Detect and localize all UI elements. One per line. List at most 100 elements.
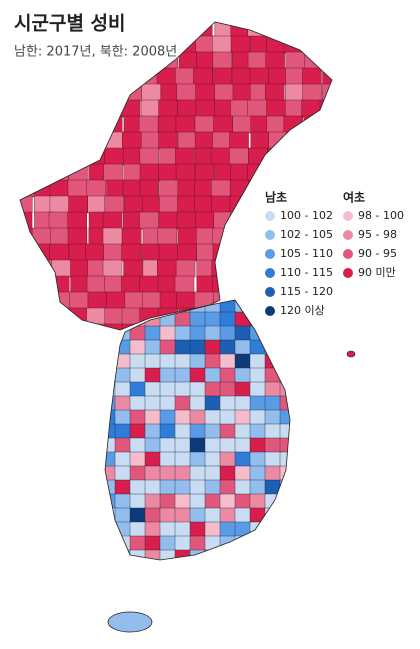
district — [229, 243, 249, 262]
district — [20, 243, 34, 262]
district — [339, 100, 358, 117]
district — [229, 131, 249, 150]
district — [264, 451, 282, 468]
district — [114, 493, 132, 510]
district — [129, 493, 147, 510]
district — [70, 275, 90, 294]
district — [139, 211, 159, 230]
district — [144, 535, 162, 552]
district — [264, 409, 282, 426]
district — [267, 22, 287, 38]
district — [144, 339, 162, 356]
district — [49, 195, 70, 214]
district — [114, 339, 132, 356]
district — [304, 22, 325, 38]
district — [302, 163, 322, 182]
legend-swatch — [265, 306, 275, 316]
district — [174, 367, 192, 384]
district — [175, 163, 196, 182]
district — [70, 259, 90, 278]
district — [20, 275, 33, 294]
district — [105, 395, 117, 412]
district — [279, 423, 290, 440]
district — [264, 367, 282, 384]
district — [194, 115, 215, 134]
district — [86, 307, 106, 326]
district — [159, 437, 177, 454]
district — [189, 381, 207, 398]
district — [219, 465, 237, 482]
district — [20, 147, 34, 166]
district — [220, 564, 236, 579]
district — [341, 276, 360, 293]
district — [20, 131, 33, 150]
district — [67, 99, 87, 118]
district — [204, 381, 222, 398]
district — [86, 179, 106, 198]
district — [51, 115, 71, 134]
district — [234, 451, 252, 468]
district — [157, 22, 177, 38]
district — [189, 339, 207, 356]
district — [103, 323, 124, 330]
district — [249, 507, 267, 524]
district — [158, 99, 178, 118]
district — [69, 291, 89, 310]
district — [114, 521, 132, 538]
district — [194, 131, 215, 150]
district — [31, 227, 52, 246]
district — [234, 367, 252, 384]
district — [144, 437, 162, 454]
district — [249, 479, 267, 496]
district — [264, 381, 282, 398]
district — [247, 163, 267, 182]
district — [285, 67, 305, 86]
district — [174, 353, 192, 370]
district — [286, 131, 306, 150]
district — [234, 423, 252, 440]
district — [49, 67, 69, 86]
district — [189, 465, 207, 482]
district — [204, 535, 222, 552]
district — [159, 367, 177, 384]
district — [190, 564, 206, 579]
district — [250, 35, 270, 54]
district — [144, 353, 162, 370]
district — [249, 437, 267, 454]
district — [230, 211, 250, 230]
district — [204, 493, 222, 510]
district — [102, 227, 123, 246]
district — [219, 507, 237, 524]
district — [141, 131, 161, 150]
district — [250, 131, 270, 150]
district — [177, 227, 198, 246]
district — [144, 479, 162, 496]
district — [247, 51, 268, 70]
district — [229, 147, 249, 166]
legend-label: 115 - 120 — [280, 285, 333, 298]
district — [322, 163, 332, 182]
district — [279, 367, 290, 384]
district — [230, 163, 250, 182]
district — [144, 493, 162, 510]
district — [175, 115, 196, 134]
district — [159, 423, 177, 440]
district — [264, 423, 282, 440]
district — [121, 243, 141, 262]
district — [114, 437, 132, 454]
district — [247, 275, 267, 294]
district — [301, 131, 321, 150]
district — [234, 409, 252, 426]
district — [105, 521, 117, 538]
district — [321, 179, 332, 198]
district — [189, 311, 207, 328]
district — [157, 227, 178, 246]
district — [49, 163, 69, 182]
district — [144, 395, 162, 412]
district — [114, 395, 132, 412]
district — [20, 259, 35, 278]
district — [285, 83, 305, 102]
district — [102, 211, 123, 230]
district — [86, 275, 107, 294]
